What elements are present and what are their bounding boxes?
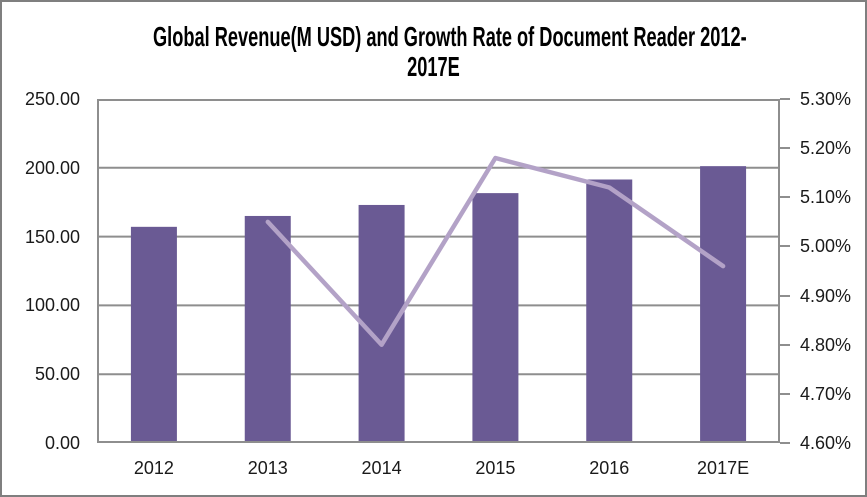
x-axis-label-2016: 2016 <box>589 458 630 478</box>
right-axis-label: 5.30% <box>800 89 852 109</box>
right-axis-label: 5.20% <box>800 138 852 159</box>
left-axis-label: 0.00 <box>44 433 80 453</box>
right-axis-tick <box>780 442 790 444</box>
left-axis-label: 100.00 <box>24 295 80 316</box>
right-axis-label: 5.00% <box>800 236 852 257</box>
right-axis-tick <box>780 245 790 248</box>
right-axis-tick <box>780 392 790 395</box>
right-axis-tick <box>780 343 790 346</box>
revenue-bar-2017E <box>700 166 747 443</box>
x-axis-label-2013: 2013 <box>247 458 288 478</box>
growth-rate-line <box>265 155 726 347</box>
right-axis-tick <box>780 147 790 150</box>
right-axis-label: 4.80% <box>800 334 852 355</box>
right-axis-label: 4.90% <box>800 285 852 306</box>
x-axis-label-2012: 2012 <box>133 458 174 478</box>
left-axis-label: 50.00 <box>34 364 80 385</box>
revenue-bar-2016 <box>586 179 633 443</box>
revenue-bar-2015 <box>472 193 519 443</box>
right-axis-label: 4.70% <box>800 383 852 404</box>
revenue-bar-2012 <box>130 226 177 443</box>
chart-title-line2: 2017E <box>407 51 460 82</box>
left-axis-label: 150.00 <box>24 226 80 247</box>
revenue-bar-2013 <box>244 215 291 443</box>
chart-title-line1: Global Revenue(M USD) and Growth Rate of… <box>153 21 747 52</box>
right-axis-tick <box>780 294 790 297</box>
revenue-bar-2014 <box>358 204 405 443</box>
right-axis-label: 5.10% <box>800 187 852 208</box>
right-axis-tick <box>780 196 790 199</box>
x-axis-label-2014: 2014 <box>361 458 402 478</box>
right-axis-tick <box>780 98 790 100</box>
plot-area <box>97 99 780 443</box>
x-axis-label-2015: 2015 <box>475 458 516 478</box>
x-axis-label-2017E: 2017E <box>697 458 750 478</box>
plot-border <box>97 99 780 443</box>
chart-title: Global Revenue(M USD) and Growth Rate of… <box>153 21 747 82</box>
left-axis-label: 250.00 <box>24 89 80 109</box>
left-axis-label: 200.00 <box>24 157 80 178</box>
right-axis-label: 4.60% <box>800 433 852 453</box>
